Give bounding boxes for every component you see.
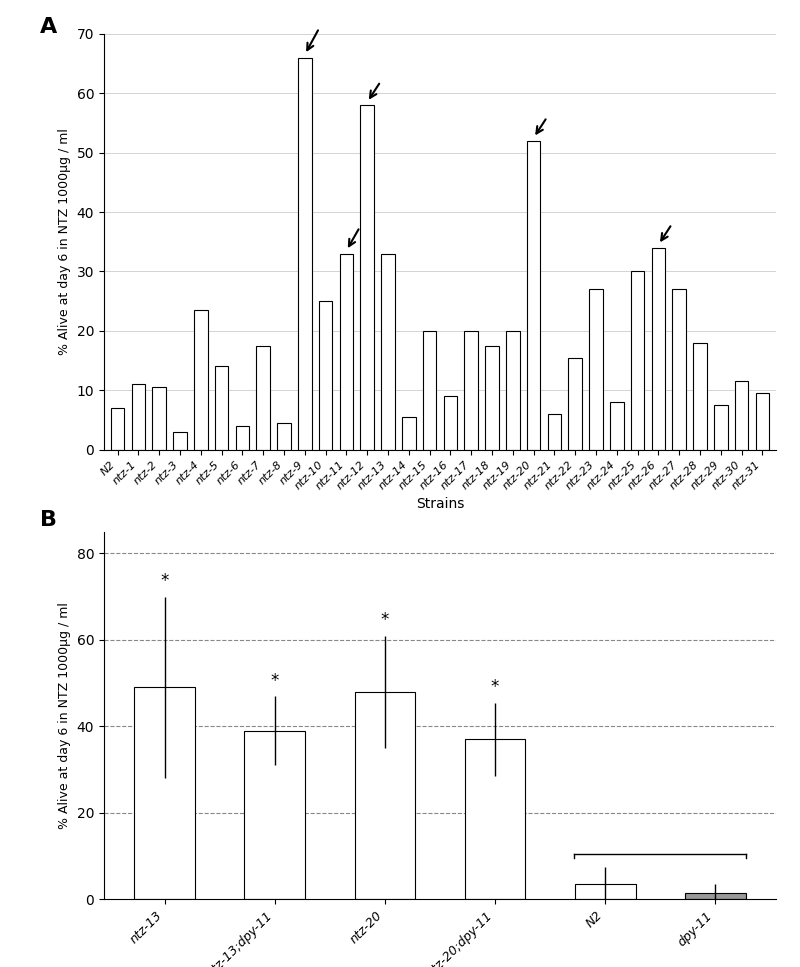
Text: *: * bbox=[381, 611, 389, 630]
Text: *: * bbox=[270, 672, 279, 689]
Bar bbox=[465, 740, 526, 899]
Bar bbox=[756, 394, 770, 450]
Bar bbox=[134, 688, 195, 899]
Bar bbox=[152, 387, 166, 450]
Text: A: A bbox=[40, 17, 58, 37]
Bar bbox=[735, 381, 749, 450]
X-axis label: Strains: Strains bbox=[416, 497, 464, 512]
Bar bbox=[548, 414, 561, 450]
Bar bbox=[256, 345, 270, 450]
Bar bbox=[110, 408, 124, 450]
Bar bbox=[173, 432, 186, 450]
Bar bbox=[340, 253, 353, 450]
Bar bbox=[298, 58, 311, 450]
Bar bbox=[235, 425, 249, 450]
Text: *: * bbox=[161, 572, 169, 590]
Bar bbox=[361, 105, 374, 450]
Bar bbox=[527, 141, 540, 450]
Bar bbox=[465, 331, 478, 450]
Bar bbox=[486, 345, 498, 450]
Bar bbox=[319, 301, 332, 450]
Bar bbox=[506, 331, 519, 450]
Bar bbox=[575, 884, 635, 899]
Bar bbox=[402, 417, 415, 450]
Y-axis label: % Alive at day 6 in NTZ 1000μg / ml: % Alive at day 6 in NTZ 1000μg / ml bbox=[58, 129, 71, 355]
Bar bbox=[245, 731, 305, 899]
Bar bbox=[423, 331, 436, 450]
Bar bbox=[673, 289, 686, 450]
Bar bbox=[382, 253, 394, 450]
Bar bbox=[569, 358, 582, 450]
Bar bbox=[685, 893, 746, 899]
Bar bbox=[590, 289, 602, 450]
Text: *: * bbox=[491, 678, 499, 696]
Bar bbox=[444, 396, 457, 450]
Bar bbox=[694, 342, 707, 450]
Text: B: B bbox=[40, 510, 57, 530]
Bar bbox=[194, 310, 207, 450]
Bar bbox=[714, 405, 728, 450]
Bar bbox=[652, 248, 666, 450]
Bar bbox=[214, 366, 228, 450]
Bar bbox=[610, 402, 624, 450]
Y-axis label: % Alive at day 6 in NTZ 1000μg / ml: % Alive at day 6 in NTZ 1000μg / ml bbox=[58, 602, 71, 829]
Bar bbox=[631, 272, 645, 450]
Bar bbox=[131, 384, 145, 450]
Bar bbox=[278, 423, 290, 450]
Bar bbox=[354, 691, 415, 899]
